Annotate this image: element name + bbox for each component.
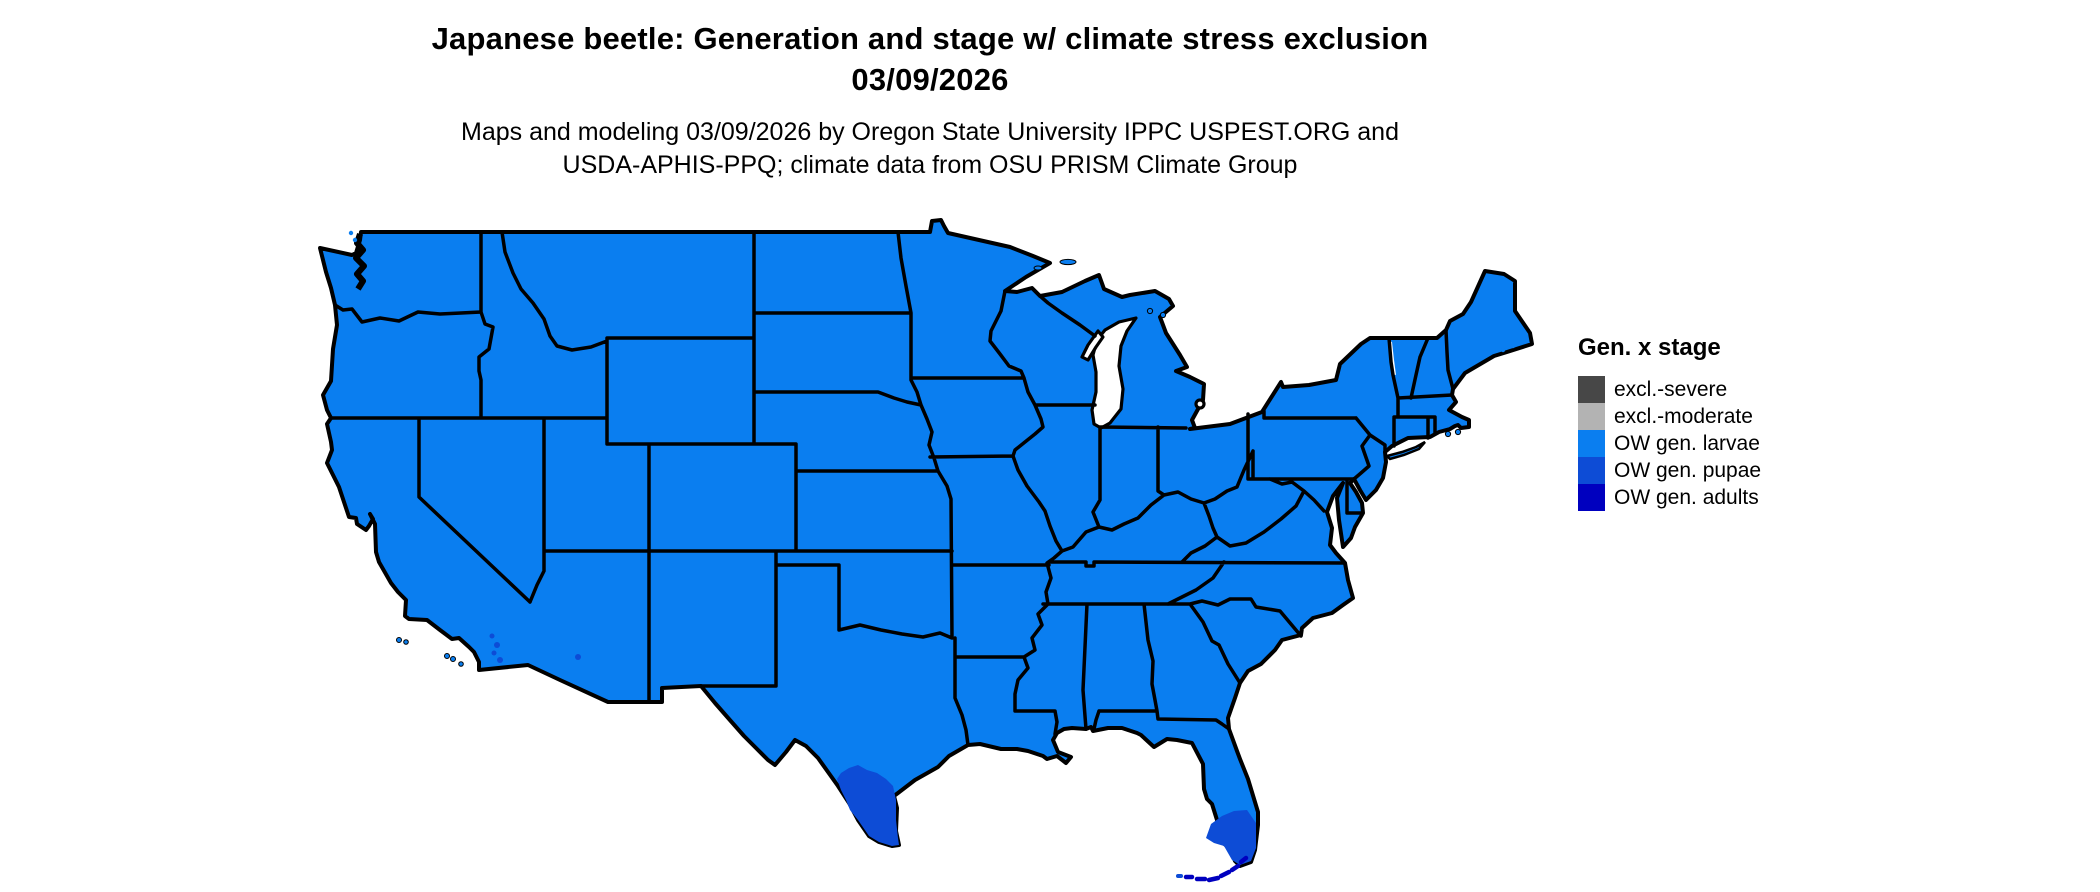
legend-item-ow-larvae: OW gen. larvae	[1578, 430, 1761, 457]
legend-label-ow-larvae: OW gen. larvae	[1614, 431, 1760, 455]
legend-swatch-excl-moderate	[1578, 403, 1605, 430]
green-bay	[1080, 329, 1105, 362]
puget-sound	[353, 233, 367, 291]
region-south-florida-pupae	[1206, 810, 1256, 865]
map-header: Japanese beetle: Generation and stage w/…	[0, 18, 1860, 182]
map-date: 03/09/2026	[851, 62, 1009, 97]
region-south-texas-pupae	[837, 765, 899, 846]
map-credits-line1: Maps and modeling 03/09/2026 by Oregon S…	[461, 118, 1399, 146]
map-credits: Maps and modeling 03/09/2026 by Oregon S…	[0, 116, 1860, 182]
island-specks	[348, 230, 1526, 667]
lake-st-clair	[1194, 398, 1206, 410]
map-legend: Gen. x stage excl.-severe excl.-moderate…	[1578, 334, 1761, 511]
legend-swatch-ow-adults	[1578, 484, 1605, 511]
map-credits-line2: USDA-APHIS-PPQ; climate data from OSU PR…	[562, 151, 1298, 179]
legend-swatch-excl-severe	[1578, 376, 1605, 403]
legend-swatch-ow-pupae	[1578, 457, 1605, 484]
region-socal-desert-pupae-specks	[489, 633, 581, 663]
legend-label-ow-pupae: OW gen. pupae	[1614, 458, 1762, 482]
legend-label-excl-severe: excl.-severe	[1614, 377, 1728, 401]
map-title: Japanese beetle: Generation and stage w/…	[431, 21, 1429, 56]
long-island	[1384, 440, 1426, 461]
legend-item-excl-moderate: excl.-moderate	[1578, 403, 1761, 430]
legend-title: Gen. x stage	[1578, 334, 1721, 361]
legend-label-ow-adults: OW gen. adults	[1614, 485, 1759, 509]
legend-swatch-ow-larvae	[1578, 430, 1605, 457]
legend-label-excl-moderate: excl.-moderate	[1614, 404, 1753, 428]
conus-landmass	[318, 218, 1534, 868]
legend-item-ow-adults: OW gen. adults	[1578, 484, 1761, 511]
legend-item-excl-severe: excl.-severe	[1578, 376, 1761, 403]
legend-item-ow-pupae: OW gen. pupae	[1578, 457, 1761, 484]
state-borders	[329, 230, 1455, 747]
florida-keys-adults	[1176, 855, 1249, 883]
